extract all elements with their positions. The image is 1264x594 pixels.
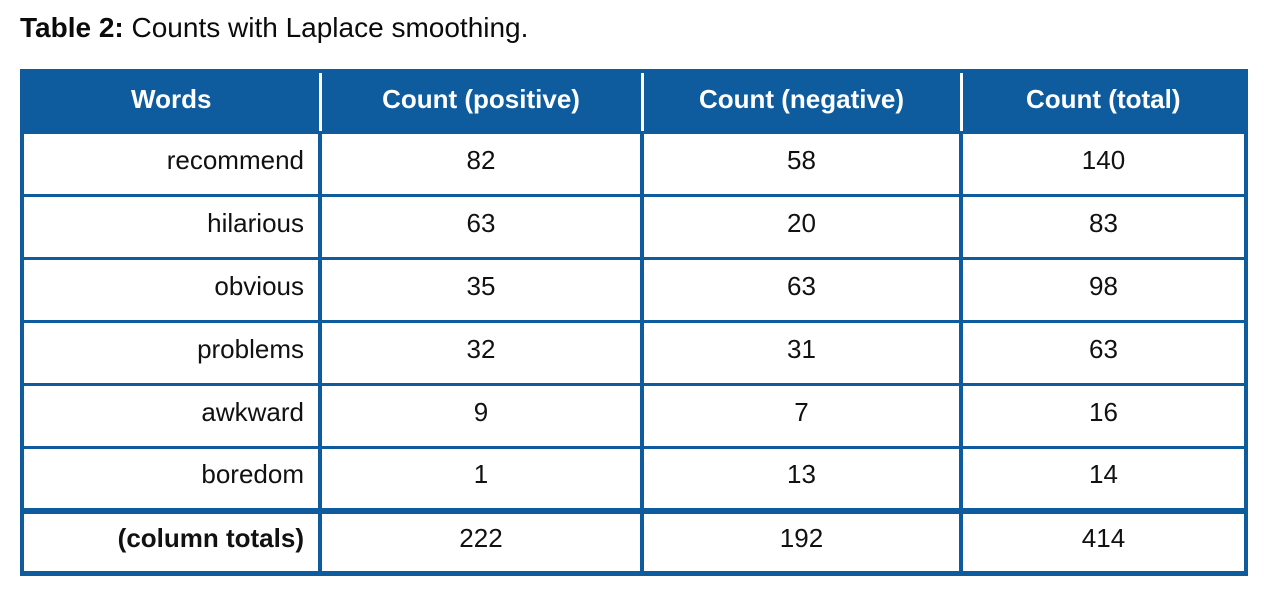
totals-negative-cell: 192 bbox=[640, 507, 963, 576]
table-caption-label: Table 2: bbox=[20, 12, 124, 43]
totals-total-cell: 414 bbox=[959, 507, 1246, 576]
table-row: obvious 35 63 98 bbox=[22, 257, 1246, 324]
word-cell: awkward bbox=[22, 383, 322, 450]
count-total-cell: 98 bbox=[959, 257, 1246, 324]
count-negative-cell: 31 bbox=[640, 320, 963, 387]
table-row: problems 32 31 63 bbox=[22, 320, 1246, 387]
word-cell: hilarious bbox=[22, 194, 322, 261]
totals-positive-cell: 222 bbox=[318, 507, 644, 576]
totals-row: (column totals) 222 192 414 bbox=[22, 507, 1246, 576]
count-positive-cell: 32 bbox=[318, 320, 644, 387]
word-cell: problems bbox=[22, 320, 322, 387]
count-negative-cell: 7 bbox=[640, 383, 963, 450]
count-positive-cell: 9 bbox=[318, 383, 644, 450]
column-header-count-total: Count (total) bbox=[959, 70, 1246, 133]
table-row: boredom 1 13 14 bbox=[22, 446, 1246, 513]
count-total-cell: 14 bbox=[959, 446, 1246, 513]
count-negative-cell: 13 bbox=[640, 446, 963, 513]
column-header-count-negative: Count (negative) bbox=[640, 70, 961, 133]
table-row: hilarious 63 20 83 bbox=[22, 194, 1246, 261]
header-row: Words Count (positive) Count (negative) … bbox=[22, 70, 1246, 133]
column-header-count-positive: Count (positive) bbox=[318, 70, 642, 133]
count-positive-cell: 1 bbox=[318, 446, 644, 513]
table-row: awkward 9 7 16 bbox=[22, 383, 1246, 450]
count-positive-cell: 35 bbox=[318, 257, 644, 324]
count-negative-cell: 20 bbox=[640, 194, 963, 261]
table-caption: Table 2: Counts with Laplace smoothing. bbox=[20, 8, 1244, 49]
word-cell: boredom bbox=[22, 446, 322, 513]
count-total-cell: 140 bbox=[959, 131, 1246, 198]
column-header-words: Words bbox=[22, 70, 320, 133]
table-row: recommend 82 58 140 bbox=[22, 131, 1246, 198]
count-total-cell: 83 bbox=[959, 194, 1246, 261]
count-positive-cell: 82 bbox=[318, 131, 644, 198]
table-caption-text: Counts with Laplace smoothing. bbox=[123, 12, 529, 43]
count-total-cell: 63 bbox=[959, 320, 1246, 387]
word-cell: obvious bbox=[22, 257, 322, 324]
count-negative-cell: 58 bbox=[640, 131, 963, 198]
totals-label-cell: (column totals) bbox=[22, 507, 322, 576]
word-cell: recommend bbox=[22, 131, 322, 198]
laplace-counts-table: Words Count (positive) Count (negative) … bbox=[20, 68, 1248, 577]
count-total-cell: 16 bbox=[959, 383, 1246, 450]
count-negative-cell: 63 bbox=[640, 257, 963, 324]
count-positive-cell: 63 bbox=[318, 194, 644, 261]
